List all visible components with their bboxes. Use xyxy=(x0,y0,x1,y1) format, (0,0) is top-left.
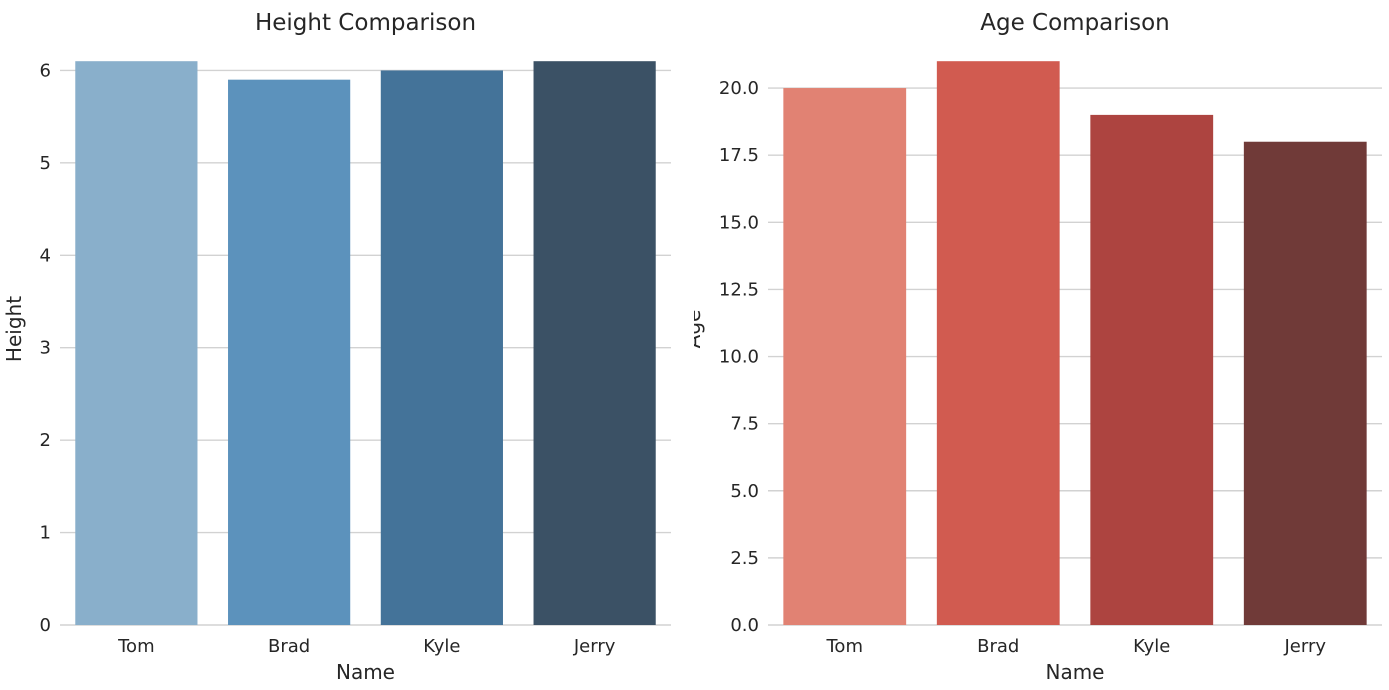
chart-title: Age Comparison xyxy=(980,10,1170,36)
bar-jerry xyxy=(1243,141,1367,626)
x-tick-label: Jerry xyxy=(573,636,616,657)
bar-brad xyxy=(936,61,1060,625)
x-axis-label: Name xyxy=(336,660,395,684)
y-tick-label: 6 xyxy=(40,60,51,81)
x-tick-label: Tom xyxy=(117,636,154,657)
x-tick-label: Kyle xyxy=(1133,636,1170,657)
x-tick-label: Brad xyxy=(268,636,310,657)
y-tick-label: 5 xyxy=(40,153,51,174)
bar-brad xyxy=(228,79,351,626)
x-tick-label: Kyle xyxy=(423,636,460,657)
chart-title: Height Comparison xyxy=(255,10,476,36)
y-tick-label: 7.5 xyxy=(730,414,759,435)
chart-svg: 0 1 2 3 4 5 6 Tom Brad Kyle Jerry Name Height Height … xyxy=(2,10,671,684)
y-tick-label: 0.0 xyxy=(730,615,759,636)
height-comparison-chart: 0 1 2 3 4 5 6 Tom Brad Kyle Jerry Name Height Height … xyxy=(0,0,694,690)
x-axis-label: Name xyxy=(1045,660,1104,684)
y-tick-label: 0 xyxy=(40,615,51,636)
y-tick-label: 17.5 xyxy=(719,145,759,166)
x-tick-label: Brad xyxy=(977,636,1019,657)
bar-jerry xyxy=(533,61,656,625)
bar-tom xyxy=(783,88,907,625)
y-tick-label: 15.0 xyxy=(719,212,759,233)
y-tick-label: 4 xyxy=(40,245,51,266)
y-tick-label: 2.5 xyxy=(730,548,759,569)
bar-tom xyxy=(75,61,198,625)
x-tick-label: Tom xyxy=(826,636,863,657)
y-axis-label: Age xyxy=(694,310,705,349)
y-tick-label: 1 xyxy=(40,523,51,544)
y-axis-label: Height xyxy=(2,296,26,362)
bar-kyle xyxy=(380,70,503,626)
y-tick-label: 12.5 xyxy=(719,279,759,300)
age-comparison-chart: 0.0 2.5 5.0 7.5 10.0 12.5 15.0 17.5 20.0 Tom Brad K… xyxy=(681,0,1389,690)
y-tick-label: 3 xyxy=(40,338,51,359)
bar-kyle xyxy=(1090,114,1214,625)
y-tick-label: 2 xyxy=(40,430,51,451)
y-tick-label: 5.0 xyxy=(730,481,759,502)
y-tick-label: 20.0 xyxy=(719,78,759,99)
x-tick-label: Jerry xyxy=(1283,636,1326,657)
chart-svg: 0.0 2.5 5.0 7.5 10.0 12.5 15.0 17.5 20.0 Tom Brad K… xyxy=(681,10,1382,684)
y-tick-label: 10.0 xyxy=(719,347,759,368)
